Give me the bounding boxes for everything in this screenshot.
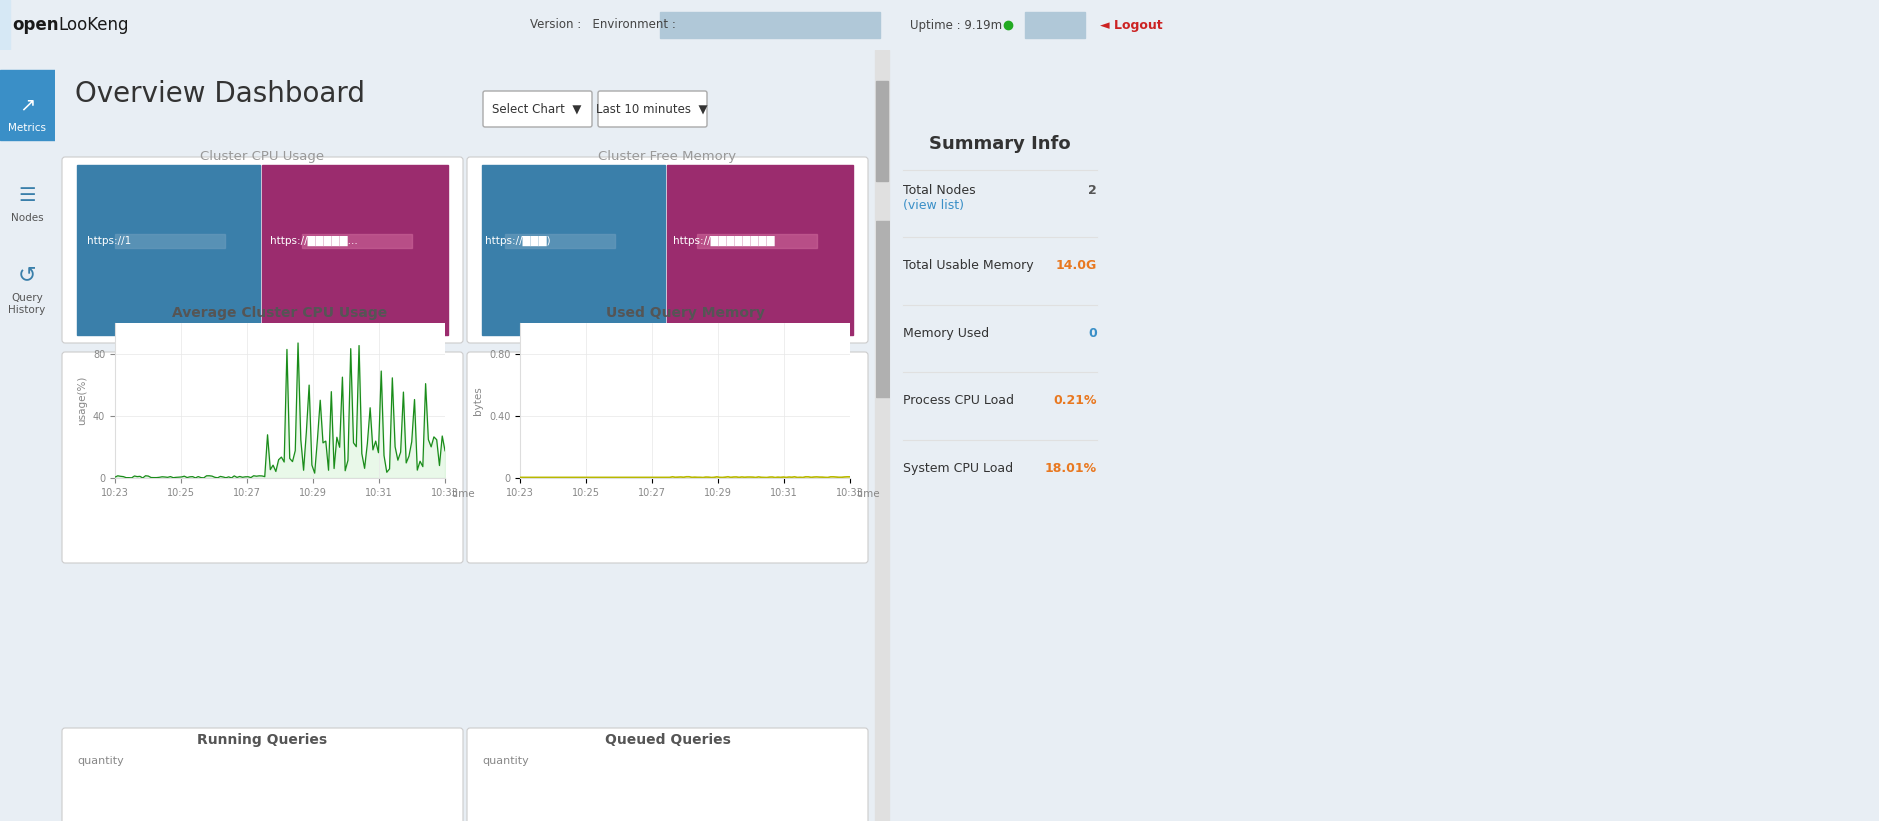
Text: Cluster CPU Usage: Cluster CPU Usage <box>201 150 325 163</box>
FancyBboxPatch shape <box>468 728 868 821</box>
Y-axis label: bytes: bytes <box>474 386 483 415</box>
Bar <box>115 234 225 248</box>
FancyBboxPatch shape <box>468 157 868 343</box>
Bar <box>77 165 259 335</box>
FancyBboxPatch shape <box>62 728 462 821</box>
Text: https://███): https://███) <box>485 236 551 246</box>
Bar <box>697 234 817 248</box>
FancyBboxPatch shape <box>468 352 868 563</box>
Text: LooKeng: LooKeng <box>58 16 128 34</box>
Text: System CPU Load: System CPU Load <box>904 461 1013 475</box>
FancyBboxPatch shape <box>598 91 707 127</box>
Text: (view list): (view list) <box>904 199 964 212</box>
Text: open: open <box>11 16 58 34</box>
Text: time: time <box>451 488 475 498</box>
Bar <box>261 165 447 335</box>
Bar <box>483 165 665 335</box>
FancyBboxPatch shape <box>62 352 462 563</box>
Title: Average Cluster CPU Usage: Average Cluster CPU Usage <box>173 306 387 320</box>
Text: Select Chart  ▼: Select Chart ▼ <box>492 103 582 116</box>
Text: Running Queries: Running Queries <box>197 733 327 747</box>
Text: Nodes: Nodes <box>11 213 43 223</box>
Text: Uptime : 9.19m: Uptime : 9.19m <box>909 19 1002 31</box>
Bar <box>1026 12 1084 38</box>
Text: quantity: quantity <box>483 756 528 766</box>
Text: 18.01%: 18.01% <box>1045 461 1097 475</box>
Text: Version :   Environment :: Version : Environment : <box>530 19 676 31</box>
Bar <box>667 165 853 335</box>
Text: Metrics: Metrics <box>8 123 45 133</box>
Text: Memory Used: Memory Used <box>904 327 988 340</box>
Bar <box>0 0 9 50</box>
Text: Total Usable Memory: Total Usable Memory <box>904 259 1033 272</box>
Title: Used Query Memory: Used Query Memory <box>605 306 765 320</box>
Text: ↺: ↺ <box>17 265 36 285</box>
Text: ◄ Logout: ◄ Logout <box>1099 19 1163 31</box>
Bar <box>876 81 889 181</box>
Bar <box>303 234 412 248</box>
Bar <box>660 12 879 38</box>
FancyBboxPatch shape <box>483 91 592 127</box>
Bar <box>505 234 614 248</box>
Bar <box>876 50 889 821</box>
Text: Last 10 minutes  ▼: Last 10 minutes ▼ <box>596 103 708 116</box>
Text: Cluster Free Memory: Cluster Free Memory <box>598 150 737 163</box>
Text: Process CPU Load: Process CPU Load <box>904 393 1015 406</box>
Text: 0: 0 <box>1088 327 1097 340</box>
Text: Queued Queries: Queued Queries <box>605 733 731 747</box>
Text: History: History <box>8 305 45 315</box>
FancyBboxPatch shape <box>62 157 462 343</box>
Text: https://1: https://1 <box>86 236 132 246</box>
Text: Summary Info: Summary Info <box>930 135 1071 153</box>
Text: time: time <box>857 488 879 498</box>
Text: ↗: ↗ <box>19 95 36 114</box>
Text: 2: 2 <box>1088 184 1097 196</box>
Bar <box>0 70 54 140</box>
Text: quantity: quantity <box>77 756 124 766</box>
Text: ☰: ☰ <box>19 186 36 204</box>
Text: Total Nodes: Total Nodes <box>904 184 975 196</box>
Text: Overview Dashboard: Overview Dashboard <box>75 80 365 108</box>
Text: 14.0G: 14.0G <box>1056 259 1097 272</box>
Text: 0.21%: 0.21% <box>1054 393 1097 406</box>
Text: Query: Query <box>11 293 43 303</box>
Text: https://█████...: https://█████... <box>271 236 357 246</box>
Bar <box>876 221 891 397</box>
Text: https://████████: https://████████ <box>673 236 774 246</box>
Y-axis label: usage(%): usage(%) <box>77 376 88 425</box>
